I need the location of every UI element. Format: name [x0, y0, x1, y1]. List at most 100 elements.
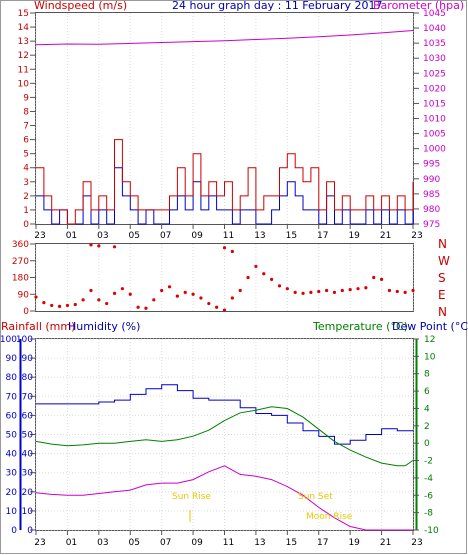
barometer-tick-label: 980 — [423, 205, 440, 215]
direction-tick-label: 360 — [12, 240, 29, 250]
bottom-x-tick-label: 23 — [411, 538, 422, 548]
direction-tick-label: 0 — [23, 307, 29, 317]
direction-point — [293, 290, 297, 294]
direction-point — [144, 306, 148, 310]
direction-point — [309, 290, 313, 294]
compass-label: N — [438, 237, 447, 251]
direction-point — [97, 298, 101, 302]
top-x-tick-label: 05 — [129, 231, 140, 241]
barometer-tick-label: 975 — [423, 220, 440, 230]
barometer-tick-label: 1020 — [423, 84, 446, 94]
windspeed-tick-label: 9 — [23, 93, 29, 103]
windspeed-tick-label: 0 — [23, 220, 29, 230]
rainfall-label: Rainfall (mm) — [1, 320, 75, 333]
top-series — [35, 30, 414, 225]
direction-point — [317, 289, 321, 294]
top-x-tick-label: 17 — [317, 231, 328, 241]
barometer-tick-label: 1040 — [423, 24, 446, 34]
temp-tick-label: 4 — [424, 404, 430, 414]
top-x-tick-label: 13 — [254, 231, 265, 241]
rain-tick-label: 40 — [6, 450, 18, 460]
humidity-tick-label: 70 — [22, 392, 34, 402]
humidity-tick-label: 10 — [22, 507, 34, 517]
direction-point — [112, 291, 117, 295]
moon-rise-label: Moon Rise — [306, 512, 353, 522]
direction-point — [42, 301, 46, 305]
direction-tick-label: 270 — [12, 257, 29, 267]
windspeed-tick-label: 4 — [23, 164, 29, 174]
direction-point — [120, 287, 124, 291]
direction-point — [183, 290, 187, 294]
bottom-gridlines — [35, 338, 414, 531]
barometer-tick-label: 1035 — [423, 39, 446, 49]
top-x-axis-ticks: 23 01 03 05 07 09 11 13 15 17 19 21 23 — [34, 224, 423, 241]
barometer-tick-label: 1030 — [423, 54, 446, 64]
humidity-tick-label: 50 — [22, 431, 34, 441]
compass-label: E — [438, 288, 446, 302]
direction-tick-label: 180 — [12, 274, 29, 284]
temp-tick-label: 2 — [424, 422, 430, 432]
direction-point — [191, 292, 195, 296]
direction-point — [387, 288, 392, 293]
top-x-tick-label: 07 — [160, 231, 171, 241]
sun-rise-label: Sun Rise — [172, 492, 211, 502]
windspeed-tick-label: 2 — [23, 192, 29, 202]
windspeed-tick-label: 5 — [23, 150, 29, 160]
rain-tick-label: 10 — [6, 507, 18, 517]
rain-tick-label: 20 — [6, 488, 18, 498]
barometer-tick-label: 1015 — [423, 99, 446, 109]
direction-point — [34, 295, 38, 299]
graph-title: 24 hour graph day : 11 February 2017 — [172, 0, 383, 12]
temp-tick-label: 12 — [424, 335, 435, 345]
direction-axis-ticks: 0 90 180 270 360 — [12, 240, 36, 317]
direction-point — [411, 288, 415, 293]
barometer-tick-label: 995 — [423, 160, 440, 170]
direction-point — [175, 294, 179, 298]
windspeed-title: Windspeed (m/s) — [34, 0, 127, 12]
rain-tick-label: 70 — [6, 392, 18, 402]
direction-point — [254, 264, 258, 268]
series-gust-line — [36, 139, 414, 225]
windspeed-tick-label: 13 — [18, 37, 29, 47]
bottom-x-tick-label: 03 — [97, 538, 108, 548]
direction-point — [215, 305, 219, 309]
rain-tick-label: 0 — [11, 526, 17, 536]
top-x-tick-label: 09 — [191, 231, 203, 241]
top-x-tick-label: 01 — [66, 231, 77, 241]
bottom-x-tick-label: 19 — [348, 538, 360, 548]
direction-point — [364, 286, 368, 290]
dewpoint-label: Dew Point (°C) — [392, 320, 468, 333]
direction-point — [285, 287, 289, 291]
direction-point — [73, 302, 77, 307]
direction-point — [50, 303, 54, 308]
rain-tick-label: 60 — [6, 411, 18, 421]
humidity-tick-label: 40 — [22, 450, 34, 460]
direction-point — [199, 296, 203, 300]
windspeed-tick-label: 14 — [18, 23, 30, 33]
bottom-x-tick-label: 07 — [160, 538, 171, 548]
temp-tick-label: 10 — [424, 352, 436, 362]
direction-point — [372, 275, 376, 280]
barometer-tick-label: 1045 — [423, 9, 446, 19]
humidity-tick-label: 60 — [22, 411, 34, 421]
compass-label: N — [438, 305, 447, 319]
rain-tick-label: 90 — [6, 354, 18, 364]
top-x-tick-label: 03 — [97, 231, 108, 241]
top-x-tick-label: 23 — [34, 231, 45, 241]
windspeed-tick-label: 6 — [23, 136, 29, 146]
rain-tick-label: 50 — [6, 431, 18, 441]
direction-point — [301, 291, 305, 295]
direction-point — [356, 287, 360, 291]
windspeed-tick-label: 3 — [23, 178, 29, 188]
sun-set-label: Sun Set — [298, 492, 333, 502]
direction-point — [332, 290, 337, 294]
direction-point — [152, 298, 156, 302]
barometer-tick-label: 1010 — [423, 115, 446, 125]
direction-point — [246, 275, 250, 280]
barometer-tick-label: 1000 — [423, 145, 446, 155]
direction-point — [379, 277, 384, 281]
barometer-tick-label: 1025 — [423, 69, 446, 79]
